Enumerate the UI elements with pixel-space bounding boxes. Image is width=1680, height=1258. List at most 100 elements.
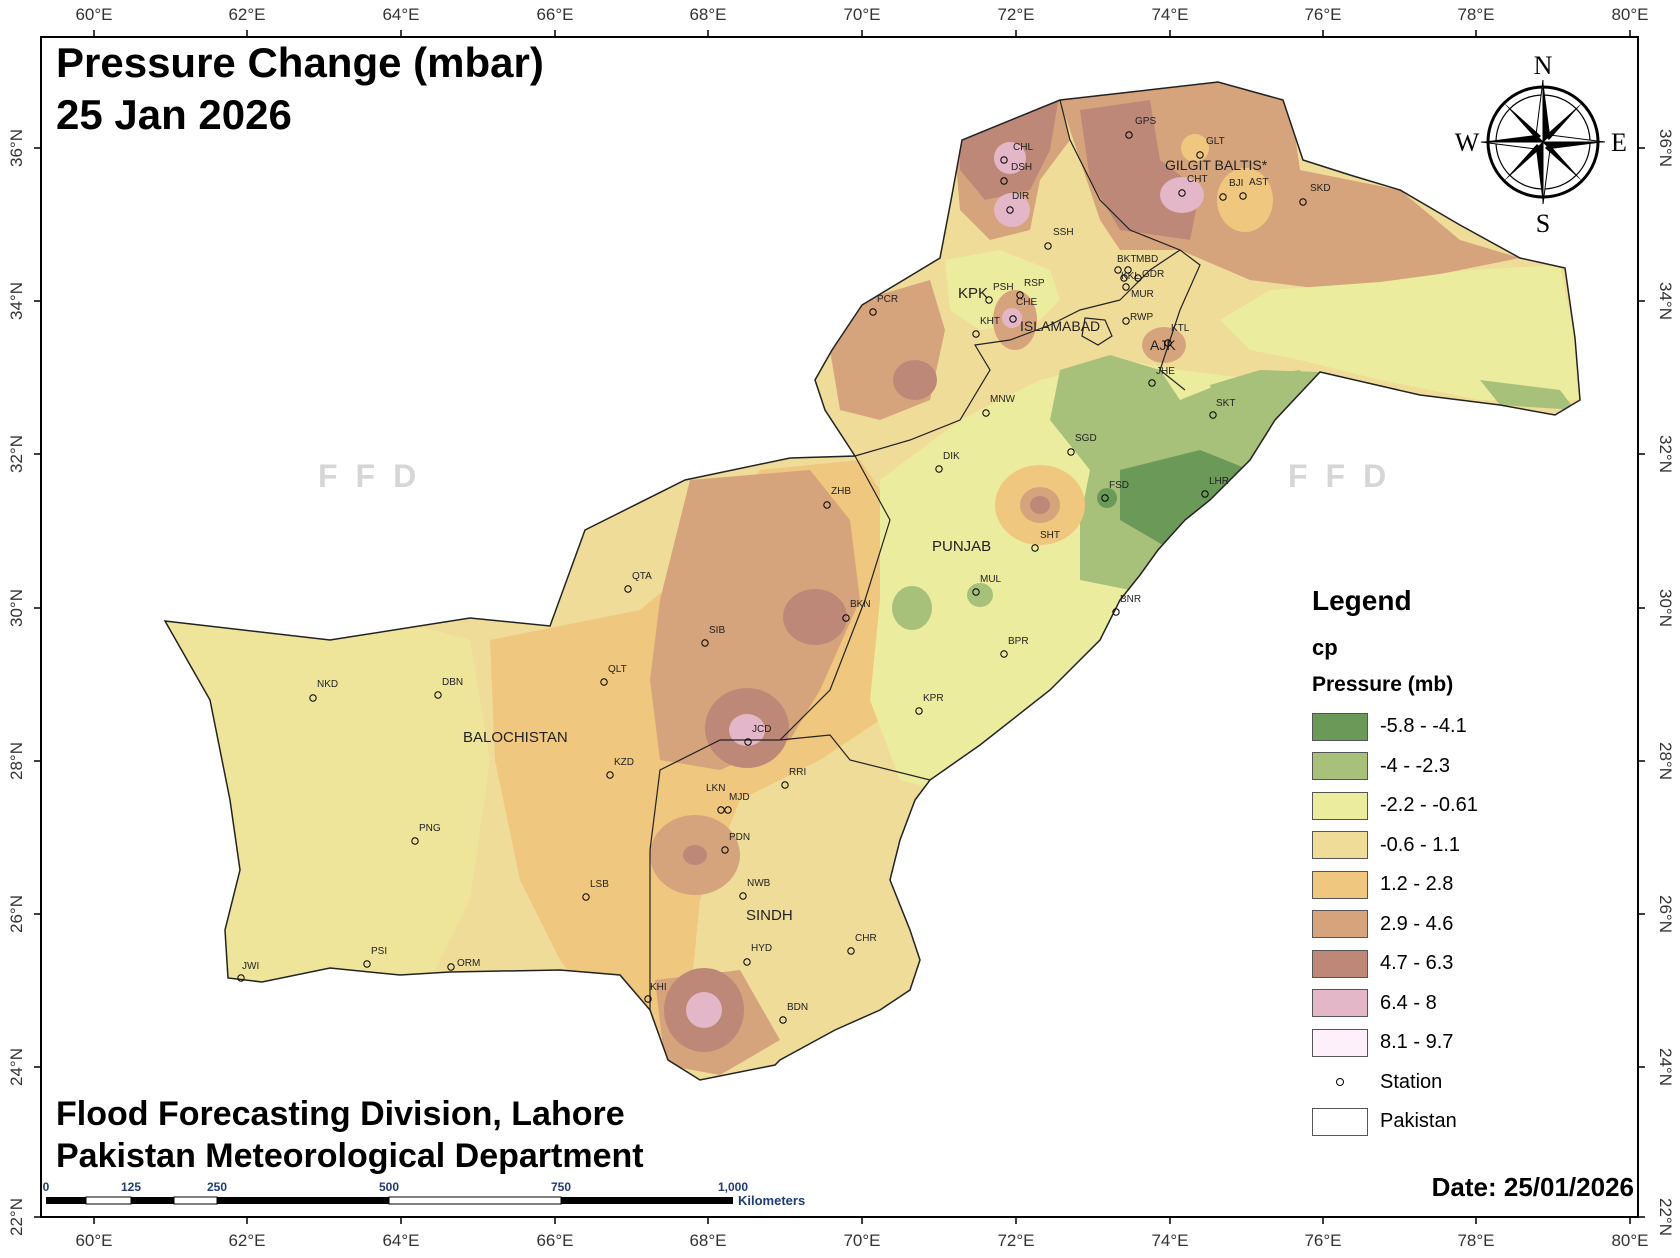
station-marker: [842, 614, 850, 622]
station-marker: [363, 960, 371, 968]
station-marker: [1006, 206, 1014, 214]
core-cell-pdn: [683, 845, 707, 865]
station-marker: [1124, 266, 1132, 274]
scale-bar: 0 125 250 500 750 1,000 Kilometers: [43, 1180, 806, 1208]
legend-swatch: [1312, 1028, 1368, 1057]
province-boundary-sindh-punjab: [779, 734, 931, 781]
station-label: LHR: [1209, 476, 1229, 487]
station-label: SGD: [1075, 433, 1097, 444]
station-label: GPS: [1135, 116, 1156, 127]
lat-label: 22°N: [1656, 1198, 1675, 1236]
compass-e: E: [1611, 128, 1627, 157]
station-marker: [982, 409, 990, 417]
legend-swatch: [1312, 949, 1368, 978]
lon-label: 68°E: [689, 1231, 726, 1250]
station-label: SKT: [1216, 398, 1235, 409]
station-marker: [1134, 274, 1142, 282]
watermark-left: FFD: [318, 458, 435, 494]
legend-class-label: 4.7 - 6.3: [1380, 952, 1454, 975]
legend-class-row: 2.9 - 4.6: [1312, 905, 1562, 945]
lon-label: 70°E: [843, 5, 880, 24]
legend-class-row: 6.4 - 8: [1312, 984, 1562, 1024]
province-boundary-ajk: [1119, 249, 1201, 391]
station-label: PNG: [419, 823, 441, 834]
station-marker: [701, 639, 709, 647]
peak-cell-khi: [686, 992, 722, 1028]
station-label: NWB: [747, 878, 771, 889]
station-marker: [1201, 490, 1209, 498]
station-marker: [309, 694, 317, 702]
scale-tick-250: 250: [207, 1180, 227, 1194]
station-marker: [869, 308, 877, 316]
legend-class-label: -0.6 - 1.1: [1380, 833, 1461, 856]
region-label-kpk: KPK: [958, 285, 988, 302]
map-title: Pressure Change (mbar): [56, 39, 544, 86]
lon-label: 78°E: [1457, 1231, 1494, 1250]
station-label: SKD: [1310, 183, 1331, 194]
station-marker: [1148, 379, 1156, 387]
watermark-right: FFD: [1288, 458, 1405, 494]
legend-station-row: Station: [1312, 1063, 1562, 1103]
class-light-belt: [165, 600, 490, 1000]
lon-label: 72°E: [997, 5, 1034, 24]
station-label: DIK: [943, 451, 960, 462]
region-label-islamabad: ISLAMABAD: [1020, 318, 1100, 334]
legend-class-label: -2.2 - -0.61: [1380, 794, 1478, 817]
moderate-cell-ast: [1217, 168, 1273, 232]
lon-label: 62°E: [228, 1231, 265, 1250]
legend-swatch: [1312, 831, 1368, 860]
legend-class-label: -5.8 - -4.1: [1380, 715, 1467, 738]
scale-tick-750: 750: [551, 1180, 571, 1194]
lat-label: 24°N: [7, 1048, 26, 1086]
legend-class-row: -5.8 - -4.1: [1312, 707, 1562, 747]
station-marker: [582, 893, 590, 901]
station-symbol-icon: [1312, 1078, 1368, 1087]
lon-label: 64°E: [382, 5, 419, 24]
station-label: BPR: [1008, 636, 1029, 647]
station-label: MBD: [1136, 254, 1158, 265]
lat-label: 32°N: [1656, 435, 1675, 473]
station-label: RWP: [1130, 312, 1153, 323]
station-marker: [1164, 339, 1172, 347]
lon-label: 72°E: [997, 1231, 1034, 1250]
lat-label: 34°N: [1656, 282, 1675, 320]
scale-tick-500: 500: [379, 1180, 399, 1194]
station-label: SIB: [709, 625, 725, 636]
negative-cell-mul: [967, 583, 993, 607]
footer-department: Pakistan Meteorological Department: [56, 1137, 644, 1175]
pakistan-boundary: [163, 81, 1581, 1081]
compass-w: W: [1455, 128, 1480, 157]
lon-label: 60°E: [75, 5, 112, 24]
map-date: Date: 25/01/2026: [1431, 1172, 1634, 1202]
lon-label: 62°E: [228, 5, 265, 24]
station-label: CHE: [1016, 297, 1037, 308]
footer-division: Flood Forecasting Division, Lahore: [56, 1095, 625, 1133]
station-marker: [237, 974, 245, 982]
station-label: PSH: [993, 282, 1014, 293]
station-label: KPR: [923, 693, 944, 704]
north-arrow: N S E W: [1455, 51, 1627, 238]
region-label-ajk: AJK: [1150, 337, 1176, 353]
province-boundary-gb: [1059, 99, 1181, 251]
station-marker: [847, 947, 855, 955]
legend-title: Legend: [1312, 585, 1412, 616]
station-marker: [1000, 156, 1008, 164]
inner-cell-sht: [1030, 496, 1050, 514]
lon-label: 74°E: [1151, 1231, 1188, 1250]
scale-tick-0: 0: [43, 1180, 50, 1194]
station-marker: [717, 806, 725, 814]
lat-label: 26°N: [7, 895, 26, 933]
lon-label: 66°E: [536, 1231, 573, 1250]
islamabad-boundary: [1081, 317, 1113, 346]
station-label: MNW: [990, 394, 1016, 405]
lat-label: 24°N: [1656, 1048, 1675, 1086]
station-marker: [1299, 198, 1307, 206]
station-label: CHL: [1013, 142, 1033, 153]
station-label: ZHB: [831, 486, 851, 497]
legend-class-row: 8.1 - 9.7: [1312, 1023, 1562, 1063]
peak-cell-jcd: [729, 714, 765, 746]
station-label: JCD: [752, 724, 771, 735]
station-marker: [1000, 177, 1008, 185]
station-marker: [823, 501, 831, 509]
